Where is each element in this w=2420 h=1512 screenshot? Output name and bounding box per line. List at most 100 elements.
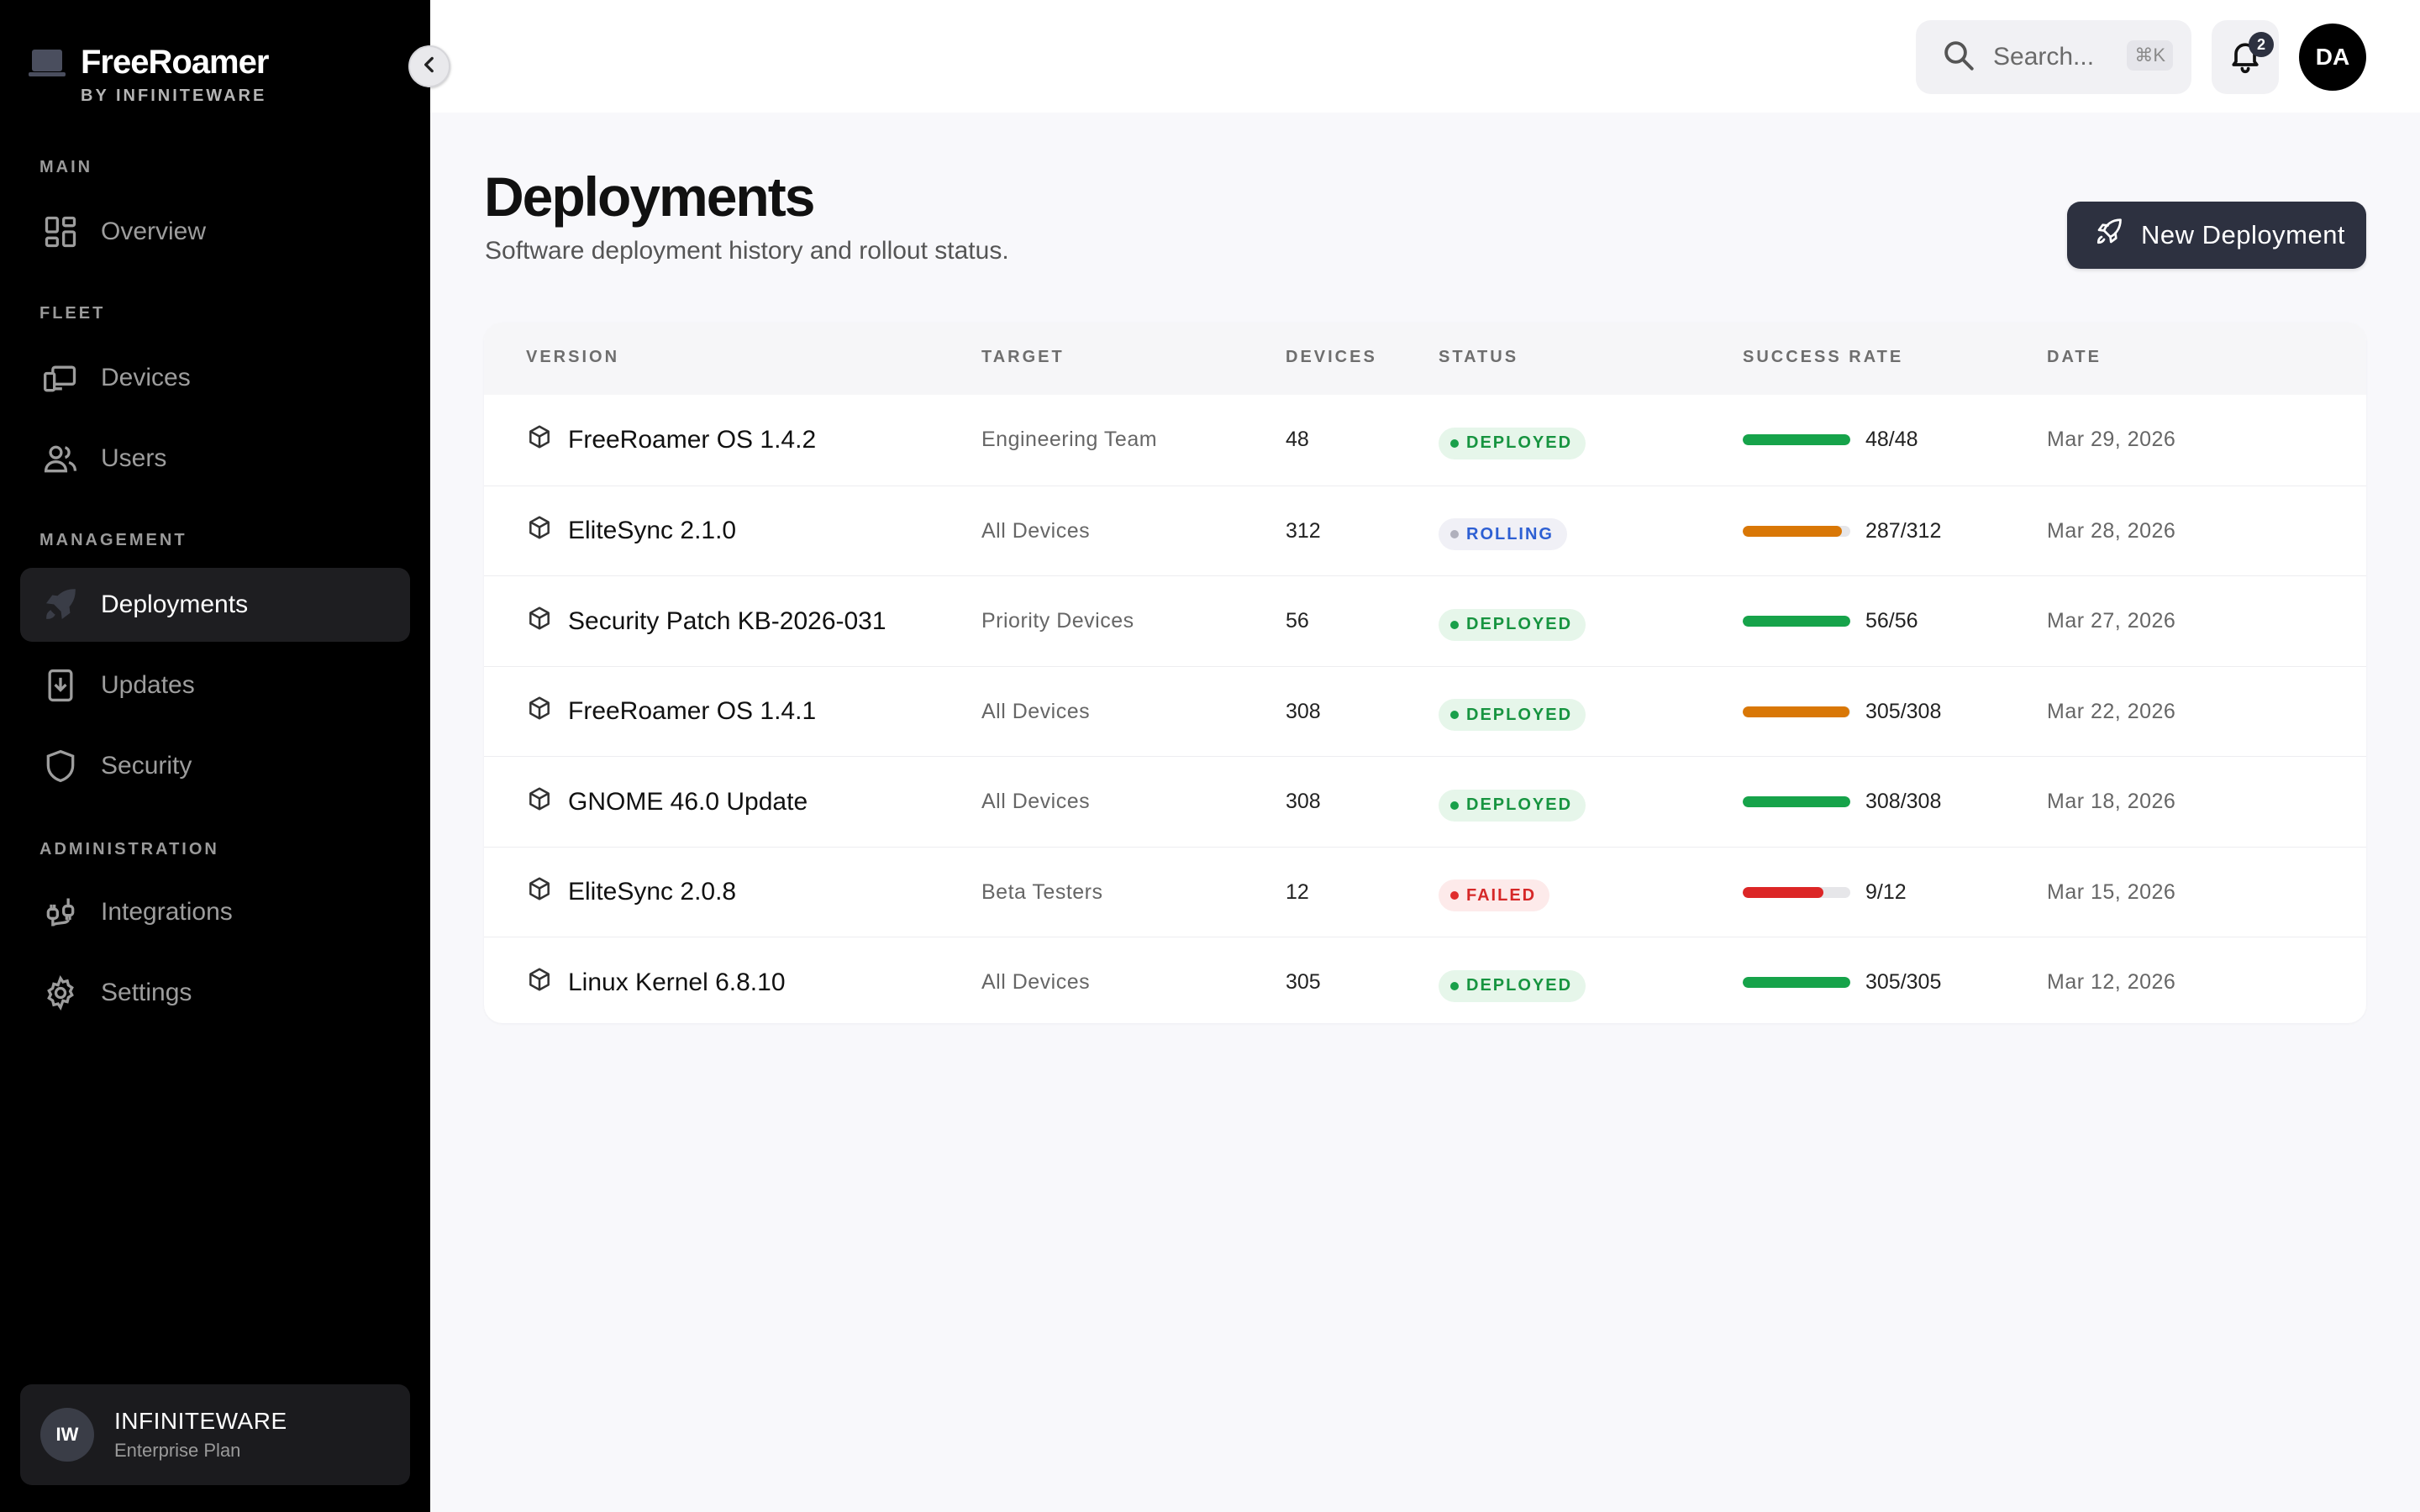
sidebar-item-overview[interactable]: Overview [20,195,410,269]
table-row[interactable]: FreeRoamer OS 1.4.2 Engineering Team 48 DEP… [484,395,2366,485]
success-rate-cell: 308/308 [1743,757,1941,847]
new-deployment-button[interactable]: New Deployment [2067,202,2366,269]
success-rate-cell: 56/56 [1743,576,1918,666]
brand[interactable]: FreeRoamer BY INFINITEWARE [29,44,269,106]
status-label: DEPLOYED [1466,705,1573,724]
package-icon [526,966,568,1000]
search-input[interactable]: Search... ⌘K [1916,20,2191,94]
sidebar-item-devices[interactable]: Devices [20,341,410,415]
success-rate-cell: 9/12 [1743,848,1907,937]
status-dot [1450,891,1459,900]
organization-card[interactable]: IW INFINITEWARE Enterprise Plan [20,1384,410,1485]
status-dot [1450,438,1459,448]
devices-cell: 312 [1286,518,1321,543]
grid-icon [42,213,79,250]
table-row[interactable]: Security Patch KB-2026-031 Priority Devic… [484,575,2366,665]
column-header-date[interactable]: DATE [2047,348,2102,366]
success-rate-cell: 287/312 [1743,486,1941,576]
sidebar-item-updates[interactable]: Updates [20,648,410,722]
table-row[interactable]: EliteSync 2.0.8 Beta Testers 12 FAILED 9/12 M… [484,846,2366,937]
success-rate-text: 287/312 [1865,518,1942,543]
version-cell: FreeRoamer OS 1.4.1 [526,667,816,757]
sidebar-item-security[interactable]: Security [20,729,410,803]
success-rate-bar-fill [1743,525,1842,537]
column-header-target[interactable]: TARGET [981,348,1065,366]
status-cell: DEPLOYED [1439,937,1586,1023]
package-icon [526,785,568,819]
status-cell: DEPLOYED [1439,667,1586,757]
search-placeholder: Search... [1993,43,2095,71]
status-badge: DEPLOYED [1439,699,1586,731]
status-label: ROLLING [1466,524,1554,543]
success-rate-text: 305/305 [1865,970,1942,994]
devices-cell: 12 [1286,879,1309,904]
user-avatar[interactable]: DA [2299,24,2366,91]
status-cell: ROLLING [1439,486,1567,576]
devices-cell: 308 [1286,790,1321,813]
version-cell: EliteSync 2.1.0 [526,486,736,576]
success-rate-cell: 48/48 [1743,395,1918,485]
target-cell: All Devices [981,699,1091,723]
sidebar-item-deployments[interactable]: Deployments [20,568,410,642]
section-label-main: MAIN [39,158,93,176]
table-row[interactable]: GNOME 46.0 Update All Devices 308 DEPLOYED 3… [484,756,2366,846]
notification-count-badge: 2 [2249,32,2274,57]
success-rate-bar [1743,977,1850,988]
devices-cell: 308 [1286,699,1321,723]
gear-icon [42,974,79,1011]
table-row[interactable]: FreeRoamer OS 1.4.1 All Devices 308 DEPLOYE… [484,665,2366,757]
notifications-button[interactable]: 2 [2212,20,2279,94]
target-cell: All Devices [981,790,1091,813]
status-badge: ROLLING [1439,518,1567,550]
status-badge: DEPLOYED [1439,427,1586,459]
date-cell: Mar 29, 2026 [2047,428,2176,451]
date-cell: Mar 22, 2026 [2047,699,2176,723]
sidebar-item-users[interactable]: Users [20,422,410,496]
sidebar-item-label: Deployments [101,591,249,618]
brand-subtitle: BY INFINITEWARE [81,87,267,105]
sidebar-item-settings[interactable]: Settings [20,956,410,1030]
target-cell: Beta Testers [981,879,1103,904]
status-dot [1450,711,1459,719]
status-dot [1450,620,1459,629]
date-cell: Mar 27, 2026 [2047,609,2176,633]
table-row[interactable]: EliteSync 2.1.0 All Devices 312 ROLLING 287/… [484,485,2366,576]
success-rate-text: 9/12 [1865,879,1907,904]
date-cell: Mar 12, 2026 [2047,970,2176,994]
version-cell: EliteSync 2.0.8 [526,848,736,937]
deployments-table: VERSION TARGET DEVICES STATUS SUCCESS RA… [484,323,2366,1023]
version-name: FreeRoamer OS 1.4.1 [568,697,817,725]
sidebar-item-label: Integrations [101,898,233,926]
section-label-administration: ADMINISTRATION [39,840,219,858]
column-header-version[interactable]: VERSION [526,348,620,366]
column-header-success-rate[interactable]: SUCCESS RATE [1743,348,1904,366]
org-plan: Enterprise Plan [114,1440,241,1461]
devices-cell: 48 [1286,428,1309,451]
column-header-devices[interactable]: DEVICES [1286,348,1377,366]
search-icon [1941,38,1976,77]
sidebar-item-label: Overview [101,218,207,245]
success-rate-bar [1743,525,1850,537]
status-cell: FAILED [1439,848,1550,937]
search-shortcut: ⌘K [2127,40,2173,71]
success-rate-bar-fill [1743,977,1850,988]
rocket-icon [42,586,79,623]
sidebar-item-label: Users [101,444,167,472]
column-header-status[interactable]: STATUS [1439,348,1519,366]
page-title: Deployments [484,165,815,228]
org-name: INFINITEWARE [114,1408,287,1434]
version-cell: GNOME 46.0 Update [526,757,808,847]
target-cell: Priority Devices [981,609,1134,633]
devices-cell: 305 [1286,970,1321,994]
status-dot [1450,801,1459,810]
success-rate-cell: 305/308 [1743,667,1941,757]
package-icon [526,423,568,457]
version-name: GNOME 46.0 Update [568,787,808,816]
table-row[interactable]: Linux Kernel 6.8.10 All Devices 305 DEPLOYE… [484,937,2366,1023]
sidebar-item-integrations[interactable]: Integrations [20,875,410,949]
plug-icon [42,894,79,931]
new-deployment-label: New Deployment [2141,220,2346,249]
version-name: FreeRoamer OS 1.4.2 [568,425,817,454]
sidebar-collapse-button[interactable] [408,45,450,87]
success-rate-cell: 305/305 [1743,937,1941,1023]
